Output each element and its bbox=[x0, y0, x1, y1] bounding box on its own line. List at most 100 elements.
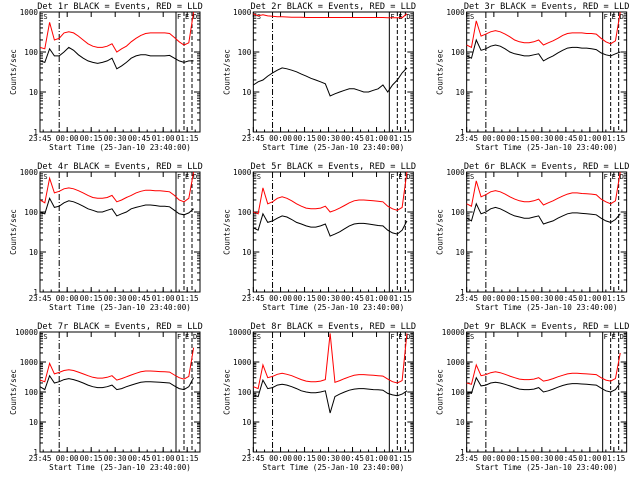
marker-label-s: S bbox=[470, 333, 474, 341]
series-line-lld bbox=[253, 13, 408, 19]
x-tick-label: 00:00 bbox=[482, 134, 505, 143]
x-axis-label: Start Time (25-Jan-10 23:40:00) bbox=[476, 463, 618, 472]
y-axis-label: Counts/sec bbox=[222, 369, 231, 415]
x-tick-label: 23:45 bbox=[29, 294, 52, 303]
y-tick-label: 10 bbox=[456, 418, 466, 427]
y-tick-label: 10 bbox=[29, 418, 39, 427]
panel-title: Det 7r BLACK = Events, RED = LLD bbox=[37, 322, 203, 332]
x-tick-label: 00:45 bbox=[554, 134, 577, 143]
x-tick-label: 00:15 bbox=[293, 134, 316, 143]
x-tick-label: 01:15 bbox=[389, 454, 412, 463]
y-tick-label: 100 bbox=[24, 48, 38, 57]
y-tick-label: 100 bbox=[238, 208, 252, 217]
x-tick-label: 23:45 bbox=[455, 294, 478, 303]
panel-title: Det 1r BLACK = Events, RED = LLD bbox=[37, 2, 203, 12]
y-tick-label: 10000 bbox=[442, 328, 465, 337]
y-axis-label: Counts/sec bbox=[9, 369, 18, 415]
marker-label-f: F bbox=[604, 333, 608, 341]
series-line-events bbox=[466, 202, 621, 225]
marker-label-f: F bbox=[177, 333, 181, 341]
y-tick-label: 10 bbox=[29, 248, 39, 257]
x-tick-label: 00:15 bbox=[506, 454, 529, 463]
x-tick-label: 23:45 bbox=[455, 454, 478, 463]
y-tick-label: 100 bbox=[451, 208, 465, 217]
x-tick-label: 01:00 bbox=[152, 454, 175, 463]
marker-label-e: E bbox=[612, 173, 616, 181]
x-axis-label: Start Time (25-Jan-10 23:40:00) bbox=[49, 463, 191, 472]
x-tick-label: 01:00 bbox=[365, 294, 388, 303]
series-line-events bbox=[253, 378, 408, 414]
panel-det-8: Det 8r BLACK = Events, RED = LLD 1 10 100 10… bbox=[222, 322, 416, 472]
marker-label-d: D bbox=[406, 13, 410, 21]
panel-det-9: Det 9r BLACK = Events, RED = LLD 1 10 100 10… bbox=[436, 322, 630, 472]
series-line-lld bbox=[39, 11, 195, 53]
x-tick-label: 00:30 bbox=[317, 454, 340, 463]
x-tick-label: 00:45 bbox=[341, 294, 364, 303]
x-axis-label: Start Time (25-Jan-10 23:40:00) bbox=[476, 303, 618, 312]
x-tick-label: 01:00 bbox=[578, 134, 601, 143]
y-tick-label: 100 bbox=[451, 48, 465, 57]
series-line-lld bbox=[39, 171, 195, 204]
x-tick-label: 01:15 bbox=[176, 134, 199, 143]
x-tick-label: 00:00 bbox=[482, 294, 505, 303]
marker-label-f: F bbox=[604, 173, 608, 181]
marker-label-d: D bbox=[193, 333, 197, 341]
series-line-events bbox=[39, 46, 194, 70]
marker-label-d: D bbox=[193, 173, 197, 181]
x-tick-label: 00:30 bbox=[317, 294, 340, 303]
x-tick-label: 00:00 bbox=[269, 134, 292, 143]
marker-label-e: E bbox=[185, 13, 189, 21]
y-tick-label: 1 bbox=[460, 288, 465, 297]
x-tick-label: 01:15 bbox=[602, 294, 625, 303]
x-tick-label: 00:30 bbox=[317, 134, 340, 143]
y-tick-label: 1 bbox=[33, 288, 38, 297]
x-tick-label: 01:15 bbox=[389, 294, 412, 303]
y-tick-label: 1 bbox=[33, 448, 38, 457]
y-axis-label: Counts/sec bbox=[436, 49, 445, 95]
x-tick-label: 23:45 bbox=[242, 294, 265, 303]
x-tick-label: 00:15 bbox=[293, 294, 316, 303]
x-tick-label: 23:45 bbox=[29, 134, 52, 143]
y-tick-label: 1000 bbox=[446, 358, 465, 367]
panel-det-5: Det 5r BLACK = Events, RED = LLD 1 10 100 10… bbox=[222, 162, 416, 312]
x-tick-label: 23:45 bbox=[455, 134, 478, 143]
marker-label-s: S bbox=[470, 173, 474, 181]
marker-label-d: D bbox=[406, 173, 410, 181]
x-tick-label: 23:45 bbox=[242, 134, 265, 143]
series-line-events bbox=[39, 196, 194, 217]
y-tick-label: 10 bbox=[242, 418, 252, 427]
x-tick-label: 01:00 bbox=[152, 294, 175, 303]
y-tick-label: 1 bbox=[247, 128, 252, 137]
plot-frame bbox=[466, 171, 628, 293]
x-tick-label: 00:45 bbox=[341, 134, 364, 143]
x-tick-label: 00:30 bbox=[104, 294, 127, 303]
x-tick-label: 00:30 bbox=[530, 294, 553, 303]
x-tick-label: 01:00 bbox=[152, 134, 175, 143]
x-axis-label: Start Time (25-Jan-10 23:40:00) bbox=[262, 143, 404, 152]
panel-title: Det 2r BLACK = Events, RED = LLD bbox=[251, 2, 417, 12]
plot-frame bbox=[466, 11, 628, 133]
marker-label-d: D bbox=[193, 13, 197, 21]
x-tick-label: 01:15 bbox=[602, 134, 625, 143]
y-tick-label: 100 bbox=[451, 388, 465, 397]
marker-label-e: E bbox=[612, 333, 616, 341]
marker-label-e: E bbox=[398, 173, 402, 181]
panel-title: Det 3r BLACK = Events, RED = LLD bbox=[464, 2, 630, 12]
y-tick-label: 10 bbox=[242, 88, 252, 97]
marker-label-d: D bbox=[620, 173, 624, 181]
marker-label-f: F bbox=[390, 173, 394, 181]
x-tick-label: 00:15 bbox=[506, 294, 529, 303]
series-line-lld bbox=[466, 352, 621, 385]
series-line-lld bbox=[253, 333, 408, 390]
y-axis-label: Counts/sec bbox=[9, 49, 18, 95]
x-tick-label: 00:15 bbox=[80, 134, 103, 143]
y-tick-label: 1000 bbox=[446, 8, 465, 17]
panel-det-4: Det 4r BLACK = Events, RED = LLD 1 10 100 10… bbox=[9, 162, 203, 312]
marker-label-d: D bbox=[406, 333, 410, 341]
y-tick-label: 1000 bbox=[233, 168, 252, 177]
x-axis-label: Start Time (25-Jan-10 23:40:00) bbox=[476, 143, 618, 152]
marker-label-s: S bbox=[257, 173, 261, 181]
x-tick-label: 00:45 bbox=[128, 294, 151, 303]
y-tick-label: 1000 bbox=[233, 358, 252, 367]
panel-title: Det 8r BLACK = Events, RED = LLD bbox=[251, 322, 417, 332]
